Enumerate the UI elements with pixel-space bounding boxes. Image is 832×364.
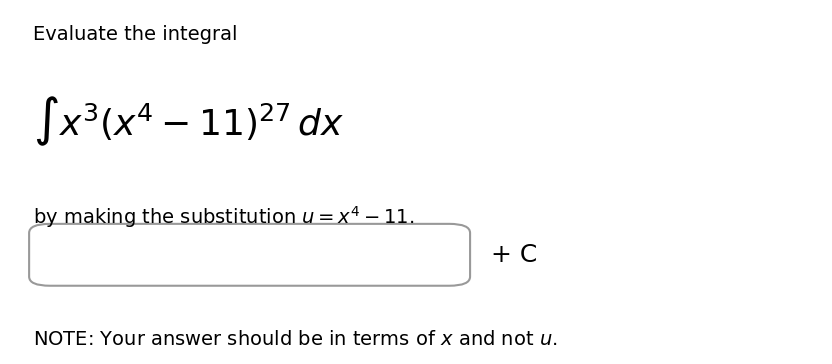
Text: by making the substitution $u = x^4 - 11.$: by making the substitution $u = x^4 - 11… [33,204,414,230]
Text: Evaluate the integral: Evaluate the integral [33,25,238,44]
Text: $\int x^3 (x^4 - 11)^{27}\, dx$: $\int x^3 (x^4 - 11)^{27}\, dx$ [33,95,344,148]
FancyBboxPatch shape [29,224,470,286]
Text: NOTE: Your answer should be in terms of $x$ and not $u$.: NOTE: Your answer should be in terms of … [33,331,558,349]
Text: + C: + C [491,243,537,267]
